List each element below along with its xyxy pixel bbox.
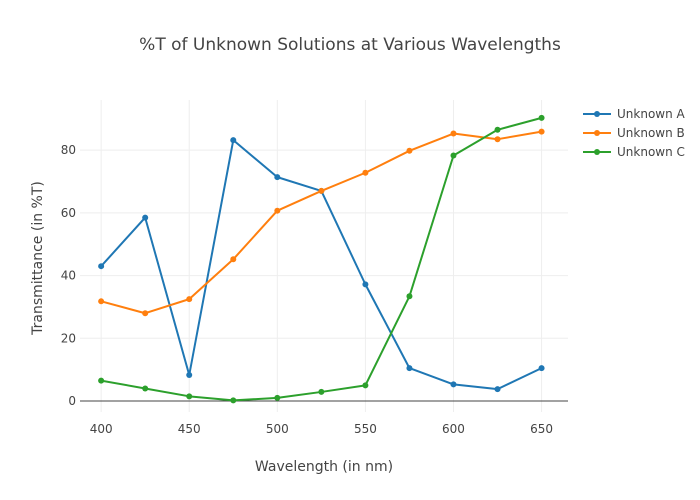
series-line-unknown-c[interactable] <box>100 116 542 402</box>
y-tick-label: 20 <box>61 331 76 345</box>
y-tick-label: 60 <box>61 206 76 220</box>
data-point-unknown-c[interactable] <box>450 152 457 159</box>
data-point-unknown-c[interactable] <box>318 388 325 395</box>
legend-item-unknown-c[interactable]: Unknown C <box>583 145 685 159</box>
legend-item-unknown-a[interactable]: Unknown A <box>583 107 686 121</box>
x-tick-label: 450 <box>178 422 201 436</box>
data-point-unknown-c[interactable] <box>142 385 149 392</box>
data-point-unknown-c[interactable] <box>494 126 501 133</box>
chart-title: %T of Unknown Solutions at Various Wavel… <box>139 35 561 55</box>
legend-label: Unknown A <box>617 107 686 121</box>
data-point-unknown-c[interactable] <box>98 377 105 384</box>
x-tick-label: 550 <box>354 422 377 436</box>
legend-label: Unknown C <box>617 145 685 159</box>
data-point-unknown-c[interactable] <box>362 382 369 389</box>
y-tick-label: 40 <box>61 269 76 283</box>
data-point-unknown-b[interactable] <box>538 128 545 135</box>
legend-item-unknown-b[interactable]: Unknown B <box>583 126 685 140</box>
series-layer <box>98 114 545 404</box>
axis-layer: 0 20 40 60 80 400 450 500 550 600 650 <box>61 143 568 436</box>
y-axis-title: Transmittance (in %T) <box>30 181 46 336</box>
legend-swatch-marker <box>594 130 600 136</box>
data-point-unknown-c[interactable] <box>274 394 281 401</box>
data-point-unknown-b[interactable] <box>318 187 325 194</box>
data-point-unknown-b[interactable] <box>98 298 105 305</box>
data-point-unknown-a[interactable] <box>230 137 237 144</box>
series-line-unknown-b[interactable] <box>100 130 542 315</box>
data-point-unknown-a[interactable] <box>98 263 105 270</box>
data-point-unknown-b[interactable] <box>406 147 413 154</box>
grid-layer <box>80 100 568 412</box>
data-point-unknown-b[interactable] <box>186 296 193 303</box>
series-line-unknown-a[interactable] <box>100 139 543 391</box>
data-point-unknown-b[interactable] <box>450 130 457 137</box>
data-point-unknown-a[interactable] <box>142 214 149 221</box>
legend-swatch-marker <box>594 111 600 117</box>
data-point-unknown-b[interactable] <box>230 256 237 263</box>
data-point-unknown-a[interactable] <box>450 381 457 388</box>
data-point-unknown-b[interactable] <box>494 136 501 143</box>
data-point-unknown-a[interactable] <box>406 365 413 372</box>
legend-label: Unknown B <box>617 126 685 140</box>
data-point-unknown-c[interactable] <box>230 397 237 404</box>
data-point-unknown-b[interactable] <box>274 207 281 214</box>
legend[interactable]: Unknown A Unknown B Unknown C <box>583 107 686 159</box>
data-point-unknown-a[interactable] <box>494 386 501 393</box>
data-point-unknown-c[interactable] <box>406 293 413 300</box>
x-tick-label: 650 <box>530 422 553 436</box>
data-point-unknown-c[interactable] <box>538 114 545 121</box>
legend-swatch-marker <box>594 149 600 155</box>
data-point-unknown-a[interactable] <box>186 371 193 378</box>
x-axis-title: Wavelength (in nm) <box>255 459 393 475</box>
x-tick-label: 600 <box>442 422 465 436</box>
data-point-unknown-a[interactable] <box>538 365 545 372</box>
data-point-unknown-c[interactable] <box>186 393 193 400</box>
y-tick-label: 0 <box>68 394 76 408</box>
data-point-unknown-a[interactable] <box>274 174 281 181</box>
x-tick-label: 400 <box>90 422 113 436</box>
data-point-unknown-a[interactable] <box>362 281 369 288</box>
y-tick-label: 80 <box>61 143 76 157</box>
data-point-unknown-b[interactable] <box>362 169 369 176</box>
x-tick-label: 500 <box>266 422 289 436</box>
data-point-unknown-b[interactable] <box>142 310 149 317</box>
